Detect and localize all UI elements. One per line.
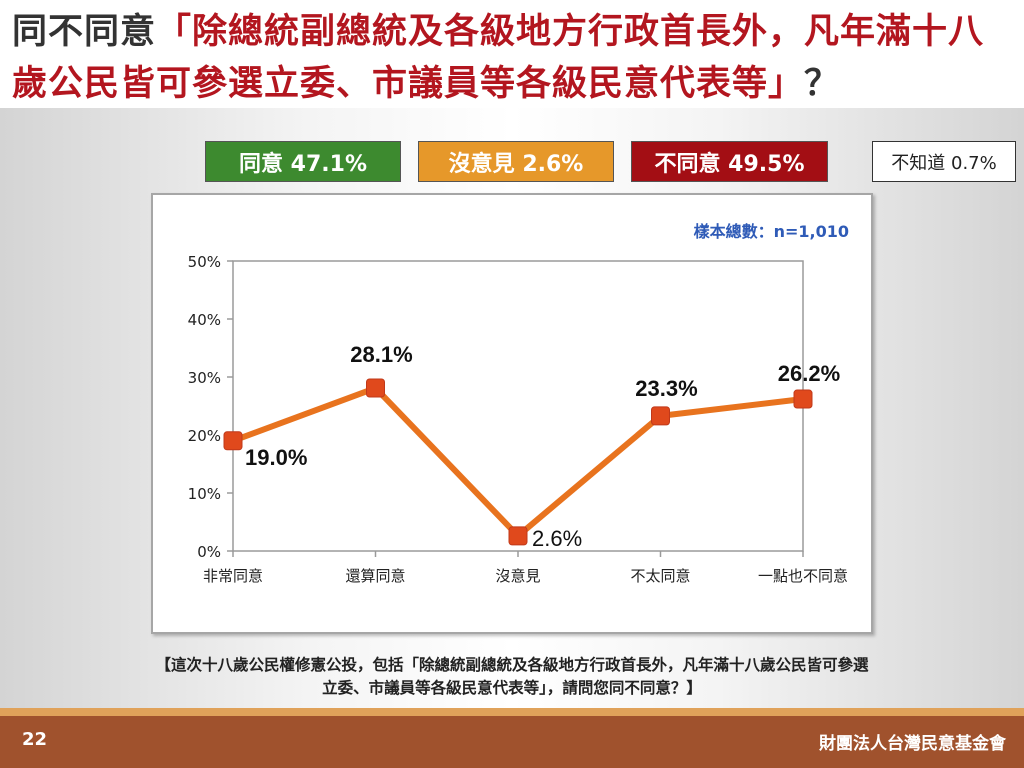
page-number: 22	[22, 729, 48, 750]
data-label: 28.1%	[350, 342, 412, 367]
data-point-marker	[223, 431, 243, 451]
data-point-marker	[508, 526, 528, 546]
slide-title: 同不同意「除總統副總統及各級地方行政首長外，凡年滿十八歲公民皆可參選立委、市議員…	[12, 6, 1012, 110]
y-tick-label: 50%	[188, 253, 221, 271]
title-quote: 「除總統副總統及各級地方行政首長外，凡年滿十八歲公民皆可參選立委、市議員等各級民…	[12, 12, 985, 104]
summary-agree-box: 同意 47.1%	[205, 141, 401, 182]
y-tick-label: 40%	[188, 311, 221, 329]
data-point-marker	[793, 389, 813, 409]
question-footnote: 【這次十八歲公民權修憲公投，包括「除總統副總統及各級地方行政首長外，凡年滿十八歲…	[155, 656, 869, 697]
data-label: 2.6%	[532, 526, 582, 551]
data-label: 19.0%	[245, 445, 307, 470]
title-band: 同不同意「除總統副總統及各級地方行政首長外，凡年滿十八歲公民皆可參選立委、市議員…	[0, 0, 1024, 108]
series-line	[231, 385, 804, 539]
title-prefix: 同不同意	[12, 12, 157, 52]
data-point-marker	[366, 378, 385, 398]
x-tick-label: 一點也不同意	[758, 567, 848, 585]
summary-neutral-box: 沒意見 2.6%	[418, 141, 614, 182]
y-tick-label: 0%	[197, 543, 221, 561]
y-tick-label: 20%	[188, 427, 221, 445]
chart-panel: 樣本總數：n=1,010 0% 10% 20% 30% 40% 50% 非常同意 還算同意 沒意…	[151, 193, 873, 634]
organization-name: 財團法人台灣民意基金會	[819, 734, 1006, 754]
data-label: 26.2%	[778, 361, 840, 386]
data-label: 23.3%	[635, 376, 697, 401]
line-chart: 0% 10% 20% 30% 40% 50% 非常同意 還算同意 沒意見 不太同意 一點也不同意 19…	[188, 253, 848, 585]
summary-disagree-box: 不同意 49.5%	[631, 141, 828, 182]
footer-stripe	[0, 708, 1024, 716]
x-tick-label: 不太同意	[630, 567, 690, 585]
x-tick-label: 非常同意	[203, 567, 263, 585]
footer-bar: 22 財團法人台灣民意基金會	[0, 716, 1024, 768]
y-tick-label: 10%	[188, 485, 221, 503]
summary-unknown-box: 不知道 0.7%	[872, 141, 1016, 182]
x-tick-label: 還算同意	[345, 567, 405, 585]
title-suffix: ？	[804, 64, 841, 104]
data-point-marker	[651, 406, 670, 426]
sample-size-note: 樣本總數：n=1,010	[693, 222, 849, 241]
x-tick-label: 沒意見	[495, 567, 540, 585]
y-tick-label: 30%	[188, 369, 221, 387]
